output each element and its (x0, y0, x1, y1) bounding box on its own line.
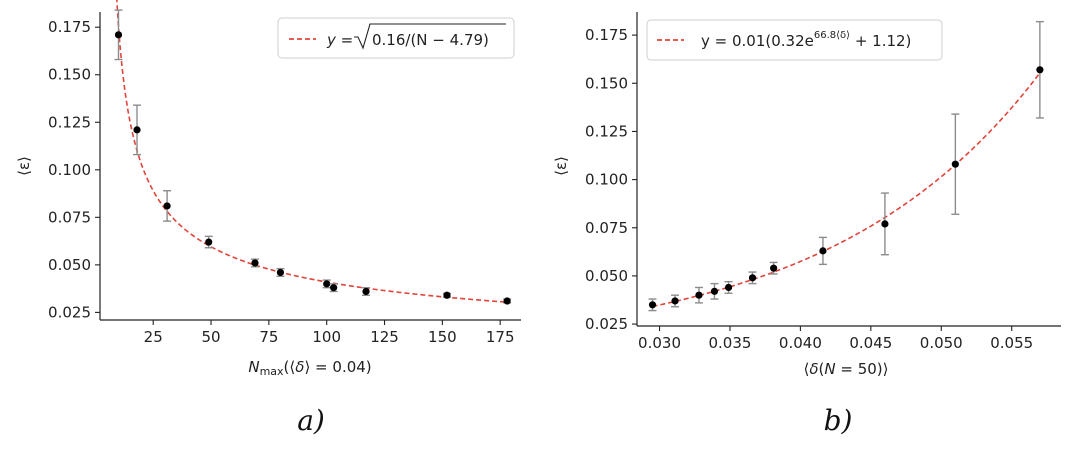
panel-b-data-point (881, 220, 889, 228)
panel-a-y-tick-label: 0.025 (48, 303, 91, 321)
panel-a-y-tick-label: 0.050 (48, 256, 91, 274)
panel-b-y-tick-label: 0.125 (585, 122, 628, 140)
panel-a-y-tick-label: 0.125 (48, 113, 91, 131)
panel-a-legend-box (277, 17, 515, 59)
panel-a-legend-sqrt-sign (354, 23, 506, 50)
panel-b-data-point (770, 264, 778, 272)
panel-a-marks (114, 0, 512, 305)
panel-a-y-label: ⟨ε⟩ (15, 156, 33, 176)
panel-b-fit-curve (652, 72, 1041, 308)
panel-b-legend-text: y = 0.01(0.32e66.8⟨δ⟩ + 1.12) (701, 30, 911, 50)
panel-a-data-point (276, 268, 285, 277)
panel-a-data-point (251, 259, 259, 267)
panel-b-x-tick-label: 0.045 (849, 334, 892, 352)
panel-a-legend-text: y = (326, 31, 353, 49)
panel-b-data-point (819, 247, 827, 255)
panel-b-x-label: ⟨δ(N = 50)⟩ (803, 360, 888, 378)
panel-a-x-tick-label: 175 (486, 328, 515, 346)
panel-b-data-point (648, 301, 657, 309)
panel-a-data-point (114, 31, 123, 39)
panel-a-data-point (330, 284, 338, 292)
panel-b-y-tick-label: 0.150 (585, 74, 628, 92)
panel-a-legend-sqrt-arg: 0.16/(N − 4.79) (372, 31, 489, 49)
panel-a-x-tick-label: 75 (259, 328, 278, 346)
panel-b-legend-pre: y = 0.01(0.32e (701, 32, 814, 50)
panel-a-x-tick-label: 50 (201, 328, 220, 346)
panel-a-y-tick-label: 0.075 (48, 208, 91, 226)
panel-b-x-tick-label: 0.040 (779, 334, 822, 352)
panel-a-x-tick-label: 100 (312, 328, 341, 346)
panel-b-data-point (1036, 66, 1044, 74)
panel-b-y-tick-label: 0.025 (585, 315, 628, 333)
panel-a-data-point (323, 280, 331, 288)
panel-a-data-point (163, 202, 171, 210)
panel-a: 25 50 75 100 125 150 175 0.025 0.050 0.075 0.100 0.… (15, 0, 521, 437)
panel-a-y-tick-label: 0.100 (48, 161, 91, 179)
panel-b-y-tick-label: 0.175 (585, 26, 628, 44)
panel-a-y-tick-label: 0.150 (48, 66, 91, 84)
panel-b-ticks: 0.030 0.035 0.040 0.045 0.050 0.055 0.025 0.050… (585, 26, 1033, 352)
panel-b-y-tick-label: 0.100 (585, 171, 628, 189)
panel-b-data-point (671, 297, 679, 305)
panel-a-ticks: 25 50 75 100 125 150 175 0.025 0.050 0.075 0.100 0.… (48, 18, 514, 346)
panel-a-x-tick-label: 125 (370, 328, 399, 346)
panel-a-y-tick-label: 0.175 (48, 18, 91, 36)
panel-b-data-point (695, 291, 703, 299)
panel-a-x-label: Nmax(⟨δ⟩ = 0.04) (248, 358, 371, 378)
panel-b-y-tick-label: 0.075 (585, 219, 628, 237)
panel-a-data-point (362, 287, 370, 296)
panel-a-x-tick-label: 150 (428, 328, 457, 346)
panel-b-x-tick-label: 0.055 (990, 334, 1033, 352)
panel-b-data-point (724, 283, 733, 292)
panel-b-legend-box (646, 19, 943, 61)
panel-b-legend: y = 0.01(0.32e66.8⟨δ⟩ + 1.12) (646, 19, 943, 61)
panel-b-label: b) (824, 404, 853, 437)
panel-b-y-label: ⟨ε⟩ (552, 156, 570, 176)
panel-b-data-point (748, 274, 757, 282)
panel-b-legend-post: + 1.12) (850, 32, 911, 50)
panel-a-legend: y = 0.16/(N − 4.79) (277, 17, 515, 59)
panel-b-data-point (710, 287, 719, 295)
panel-b-x-tick-label: 0.030 (638, 334, 681, 352)
panel-b-x-tick-label: 0.050 (920, 334, 963, 352)
panel-a-label: a) (297, 404, 325, 437)
panel-a-legend-pre: y = (326, 31, 353, 49)
panel-b-legend-sup: 66.8⟨δ⟩ (814, 30, 850, 41)
panel-b-y-tick-label: 0.050 (585, 267, 628, 285)
panel-a-data-point (133, 126, 141, 134)
panel-b: 0.030 0.035 0.040 0.045 0.050 0.055 0.025 0.050… (552, 12, 1061, 437)
panel-a-x-tick-label: 25 (144, 328, 163, 346)
panel-b-marks (648, 20, 1044, 312)
panel-a-data-point (443, 291, 451, 299)
panel-a-data-point (205, 238, 213, 246)
panel-b-x-tick-label: 0.035 (708, 334, 751, 352)
panel-a-data-point (503, 297, 511, 305)
panel-b-data-point (951, 160, 959, 168)
panel-a-fit-curve (116, 0, 508, 303)
